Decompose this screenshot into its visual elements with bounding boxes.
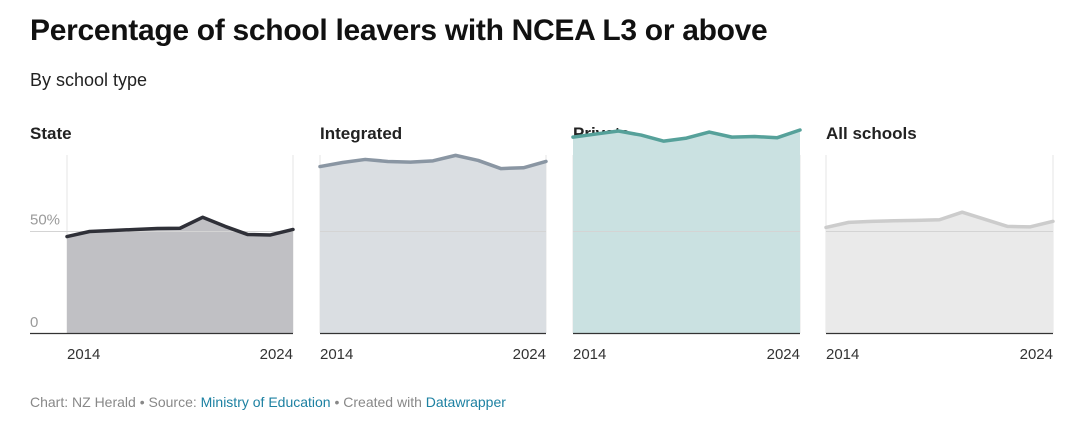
panel-title-state: State [30, 124, 72, 143]
panel-3-area [826, 212, 1053, 333]
chart-title: Percentage of school leavers with NCEA L… [30, 14, 768, 47]
footer-created-prefix: Created with [343, 394, 426, 410]
ytick-0-label: 0 [30, 314, 38, 331]
panel-2-xtick-start: 2014 [573, 346, 606, 363]
panel-1-xtick-end: 2024 [513, 346, 546, 363]
panel-title-integrated: Integrated [320, 124, 403, 143]
panel-1-area [320, 155, 546, 333]
panel-0-line [65, 215, 295, 239]
panel-0-xtick-end: 2024 [260, 346, 293, 363]
ytick-50-label: 50% [30, 212, 60, 229]
panel-3-xtick-end: 2024 [1020, 346, 1053, 363]
panel-2-line [571, 128, 802, 143]
footer-separator-2: • [330, 394, 344, 410]
panel-0-area [67, 217, 293, 333]
chart-footer: Chart: NZ Herald • Source: Ministry of E… [30, 394, 506, 410]
footer-separator-1: • [135, 394, 149, 410]
panel-1-line [318, 153, 548, 171]
footer-source-link[interactable]: Ministry of Education [200, 394, 331, 410]
footer-source-prefix: Source: [148, 394, 201, 410]
panel-0-xtick-start: 2014 [67, 346, 100, 363]
chart-subtitle: By school type [30, 70, 148, 90]
footer-datawrapper-link[interactable]: Datawrapper [425, 394, 506, 410]
panel-title-all-schools: All schools [826, 124, 917, 143]
footer-chart-credit: Chart: NZ Herald [30, 394, 136, 410]
panel-3-line [824, 210, 1055, 230]
panel-2-xtick-end: 2024 [767, 346, 800, 363]
panel-3-xtick-start: 2014 [826, 346, 859, 363]
panel-1-xtick-start: 2014 [320, 346, 353, 363]
